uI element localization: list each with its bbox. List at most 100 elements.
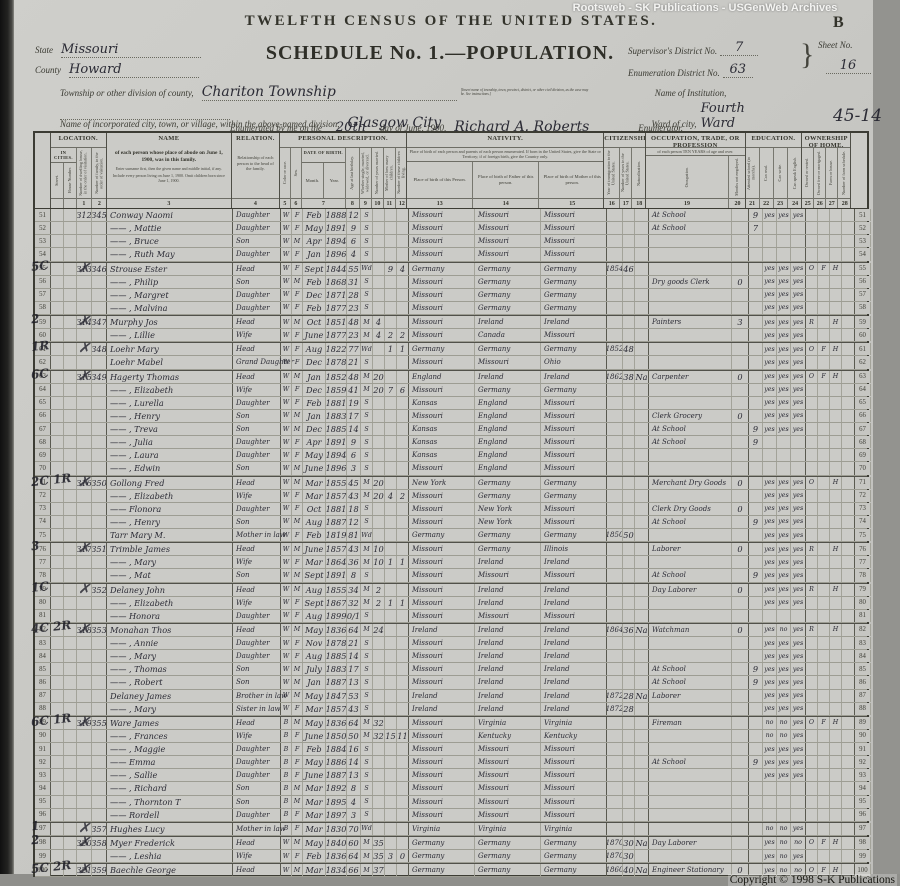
value-age: 21 (348, 638, 359, 649)
value-relation: Daughter (236, 639, 270, 648)
census-row: 57 —— , Margret Daughter W F Dec 1871 28 S Missou… (35, 288, 871, 302)
cell-can_write: yes (777, 383, 791, 396)
cell-marital: M (361, 383, 373, 396)
value-race: B (283, 732, 289, 740)
cell-owned_rented (806, 301, 818, 314)
cell-owned_rented (806, 329, 818, 342)
value-marital: Wd (361, 531, 372, 539)
value-pob: Germany (412, 852, 445, 861)
cell-name: Hughes Lucy (107, 822, 233, 835)
enumeration-district-label: Enumeration District No. (628, 68, 720, 78)
cell-pob: Missouri (409, 222, 475, 235)
cell-pob: Germany (409, 529, 475, 542)
column-number-dwelling: 1 (76, 198, 91, 208)
cell-birth_year: 1859 (326, 383, 347, 396)
cell-owned_rented (806, 556, 818, 569)
cell-can_speak_english: yes (791, 529, 806, 542)
cell-mother_of (385, 248, 397, 261)
value-marital: M (363, 492, 370, 500)
cell-imm_year: 1854 (607, 262, 623, 275)
cell-race: W (281, 436, 292, 449)
value-pob_mother: Ireland (544, 318, 570, 327)
column-number-sex: 6 (290, 198, 301, 208)
value-relation: Wife (236, 852, 253, 861)
value-name: Hagerty Thomas (110, 371, 180, 382)
cell-birth_month: June (303, 543, 326, 556)
cell-sex: F (292, 248, 303, 261)
value-race: W (282, 678, 290, 686)
value-imm_year: 1860 (607, 866, 623, 875)
cell-relation: Wife (233, 596, 281, 609)
value-birth_month: Mar (305, 783, 323, 794)
cell-can_write: no (777, 864, 791, 877)
cell-farm_schedule (842, 808, 855, 821)
cell-imm_year (607, 396, 623, 409)
cell-relation: Son (233, 515, 281, 528)
state-field: State Missouri (35, 40, 220, 58)
cell-race: W (281, 329, 292, 342)
value-birth_year: 1857 (326, 703, 347, 714)
value-race: B (283, 811, 289, 819)
value-birth_year: 1836 (326, 624, 347, 635)
cell-line_right: 91 (855, 743, 871, 756)
cell-line_right: 75 (855, 529, 871, 542)
value-sex: M (293, 479, 301, 487)
cell-pob: England (409, 370, 475, 383)
cell-years_in_us (623, 795, 635, 808)
value-years_married: 35 (373, 837, 384, 848)
cell-pob: Germany (409, 836, 475, 849)
cell-imm_year (607, 543, 623, 556)
cell-pob: New York (409, 476, 475, 489)
cell-pob_mother: Virginia (541, 716, 607, 729)
cell-months_not_employed (732, 515, 749, 528)
sheet-block: Sheet No. 16 (818, 40, 878, 74)
cell-imm_year (607, 663, 623, 676)
value-marital: Wd (361, 345, 372, 353)
cell-farm_house (830, 637, 842, 650)
value-birth_month: Feb (306, 530, 322, 541)
cell-line_left: 75 (35, 529, 51, 542)
cell-imm_year (607, 502, 623, 515)
cell-relation: Daughter (233, 288, 281, 301)
value-pob_father: Germany (478, 345, 511, 354)
value-marital: M (363, 839, 370, 847)
cell-children_living: 0 (397, 850, 409, 863)
cell-owned_rented (806, 449, 818, 462)
cell-birth_month: Aug (303, 343, 326, 356)
value-pob_father: Germany (478, 277, 511, 286)
cell-months_not_employed: 0 (732, 623, 749, 636)
census-row: 56 —— , Philip Son W M Feb 1868 31 S Missouri Germ… (35, 275, 871, 289)
value-sex: F (294, 345, 300, 353)
value-can_read: yes (764, 492, 775, 500)
value-mother_of: 1 (387, 597, 394, 608)
cell-children_living (397, 423, 409, 436)
census-row: 96 —— Rordell Daughter B F Mar 1897 3 S Missouri M… (35, 808, 871, 822)
cell-years_married (373, 515, 385, 528)
cell-years_in_us (623, 235, 635, 248)
cell-years_married: 32 (373, 729, 385, 742)
cell-years_married (373, 637, 385, 650)
cell-mother_of (385, 396, 397, 409)
value-birth_year: 1886 (326, 757, 347, 768)
cell-race: W (281, 864, 292, 877)
column-header-age: Age at last birthday. 8 (345, 148, 360, 208)
value-sex: M (293, 518, 301, 526)
value-birth_year: 1888 (326, 210, 347, 221)
column-header-months_not_employed: Months not employed. 20 (729, 156, 745, 208)
cell-naturalization: Na (635, 623, 649, 636)
value-pob_father: Germany (478, 491, 511, 500)
value-occupation: At School (652, 758, 686, 767)
cell-naturalization (635, 609, 649, 622)
cell-farm_schedule (842, 663, 855, 676)
cell-years_in_us (623, 288, 635, 301)
cell-line_right: 92 (855, 756, 871, 769)
cell-school_months: 9 (749, 423, 763, 436)
cell-sex: F (292, 769, 303, 782)
cell-can_read: yes (763, 262, 777, 275)
cell-owned_rented (806, 409, 818, 422)
cell-school_months (749, 383, 763, 396)
census-row: 58 —— , Malvina Daughter W F Feb 1877 23 S Missou… (35, 301, 871, 315)
cell-pob: Missouri (409, 235, 475, 248)
value-can_write: no (779, 866, 788, 874)
value-school_months: 9 (752, 677, 759, 688)
